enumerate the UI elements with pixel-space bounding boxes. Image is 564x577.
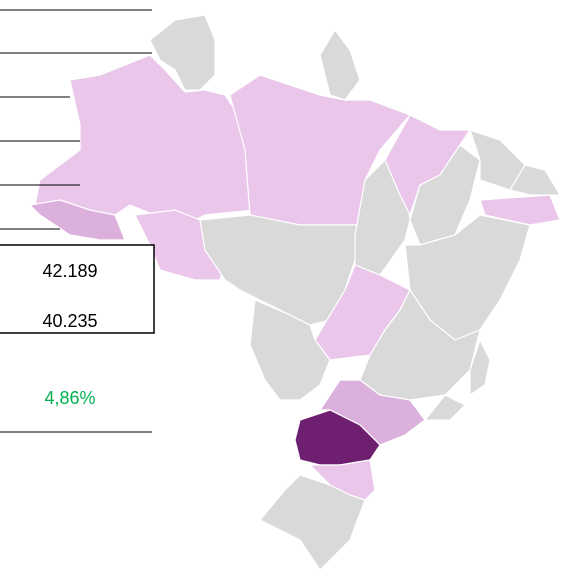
table-box: [0, 244, 155, 334]
cell-current: 42.189: [42, 261, 97, 281]
state-rr: [149, 14, 216, 91]
state-es: [469, 338, 491, 397]
state-ms: [249, 299, 331, 401]
brazil-map: [28, 14, 562, 571]
state-sp: [318, 379, 426, 446]
state-am: [34, 54, 256, 226]
state-ba: [404, 214, 531, 341]
cell-previous: 40.235: [42, 311, 97, 331]
state-ac: [28, 199, 126, 241]
cell-change: 4,86%: [44, 388, 95, 408]
state-ap: [319, 28, 361, 101]
state-rj: [423, 394, 467, 421]
table: 42.189 40.235 4,86%: [0, 9, 155, 433]
state-pb-pe: [479, 194, 561, 226]
state-mt: [199, 214, 366, 326]
state-rs: [259, 474, 366, 571]
